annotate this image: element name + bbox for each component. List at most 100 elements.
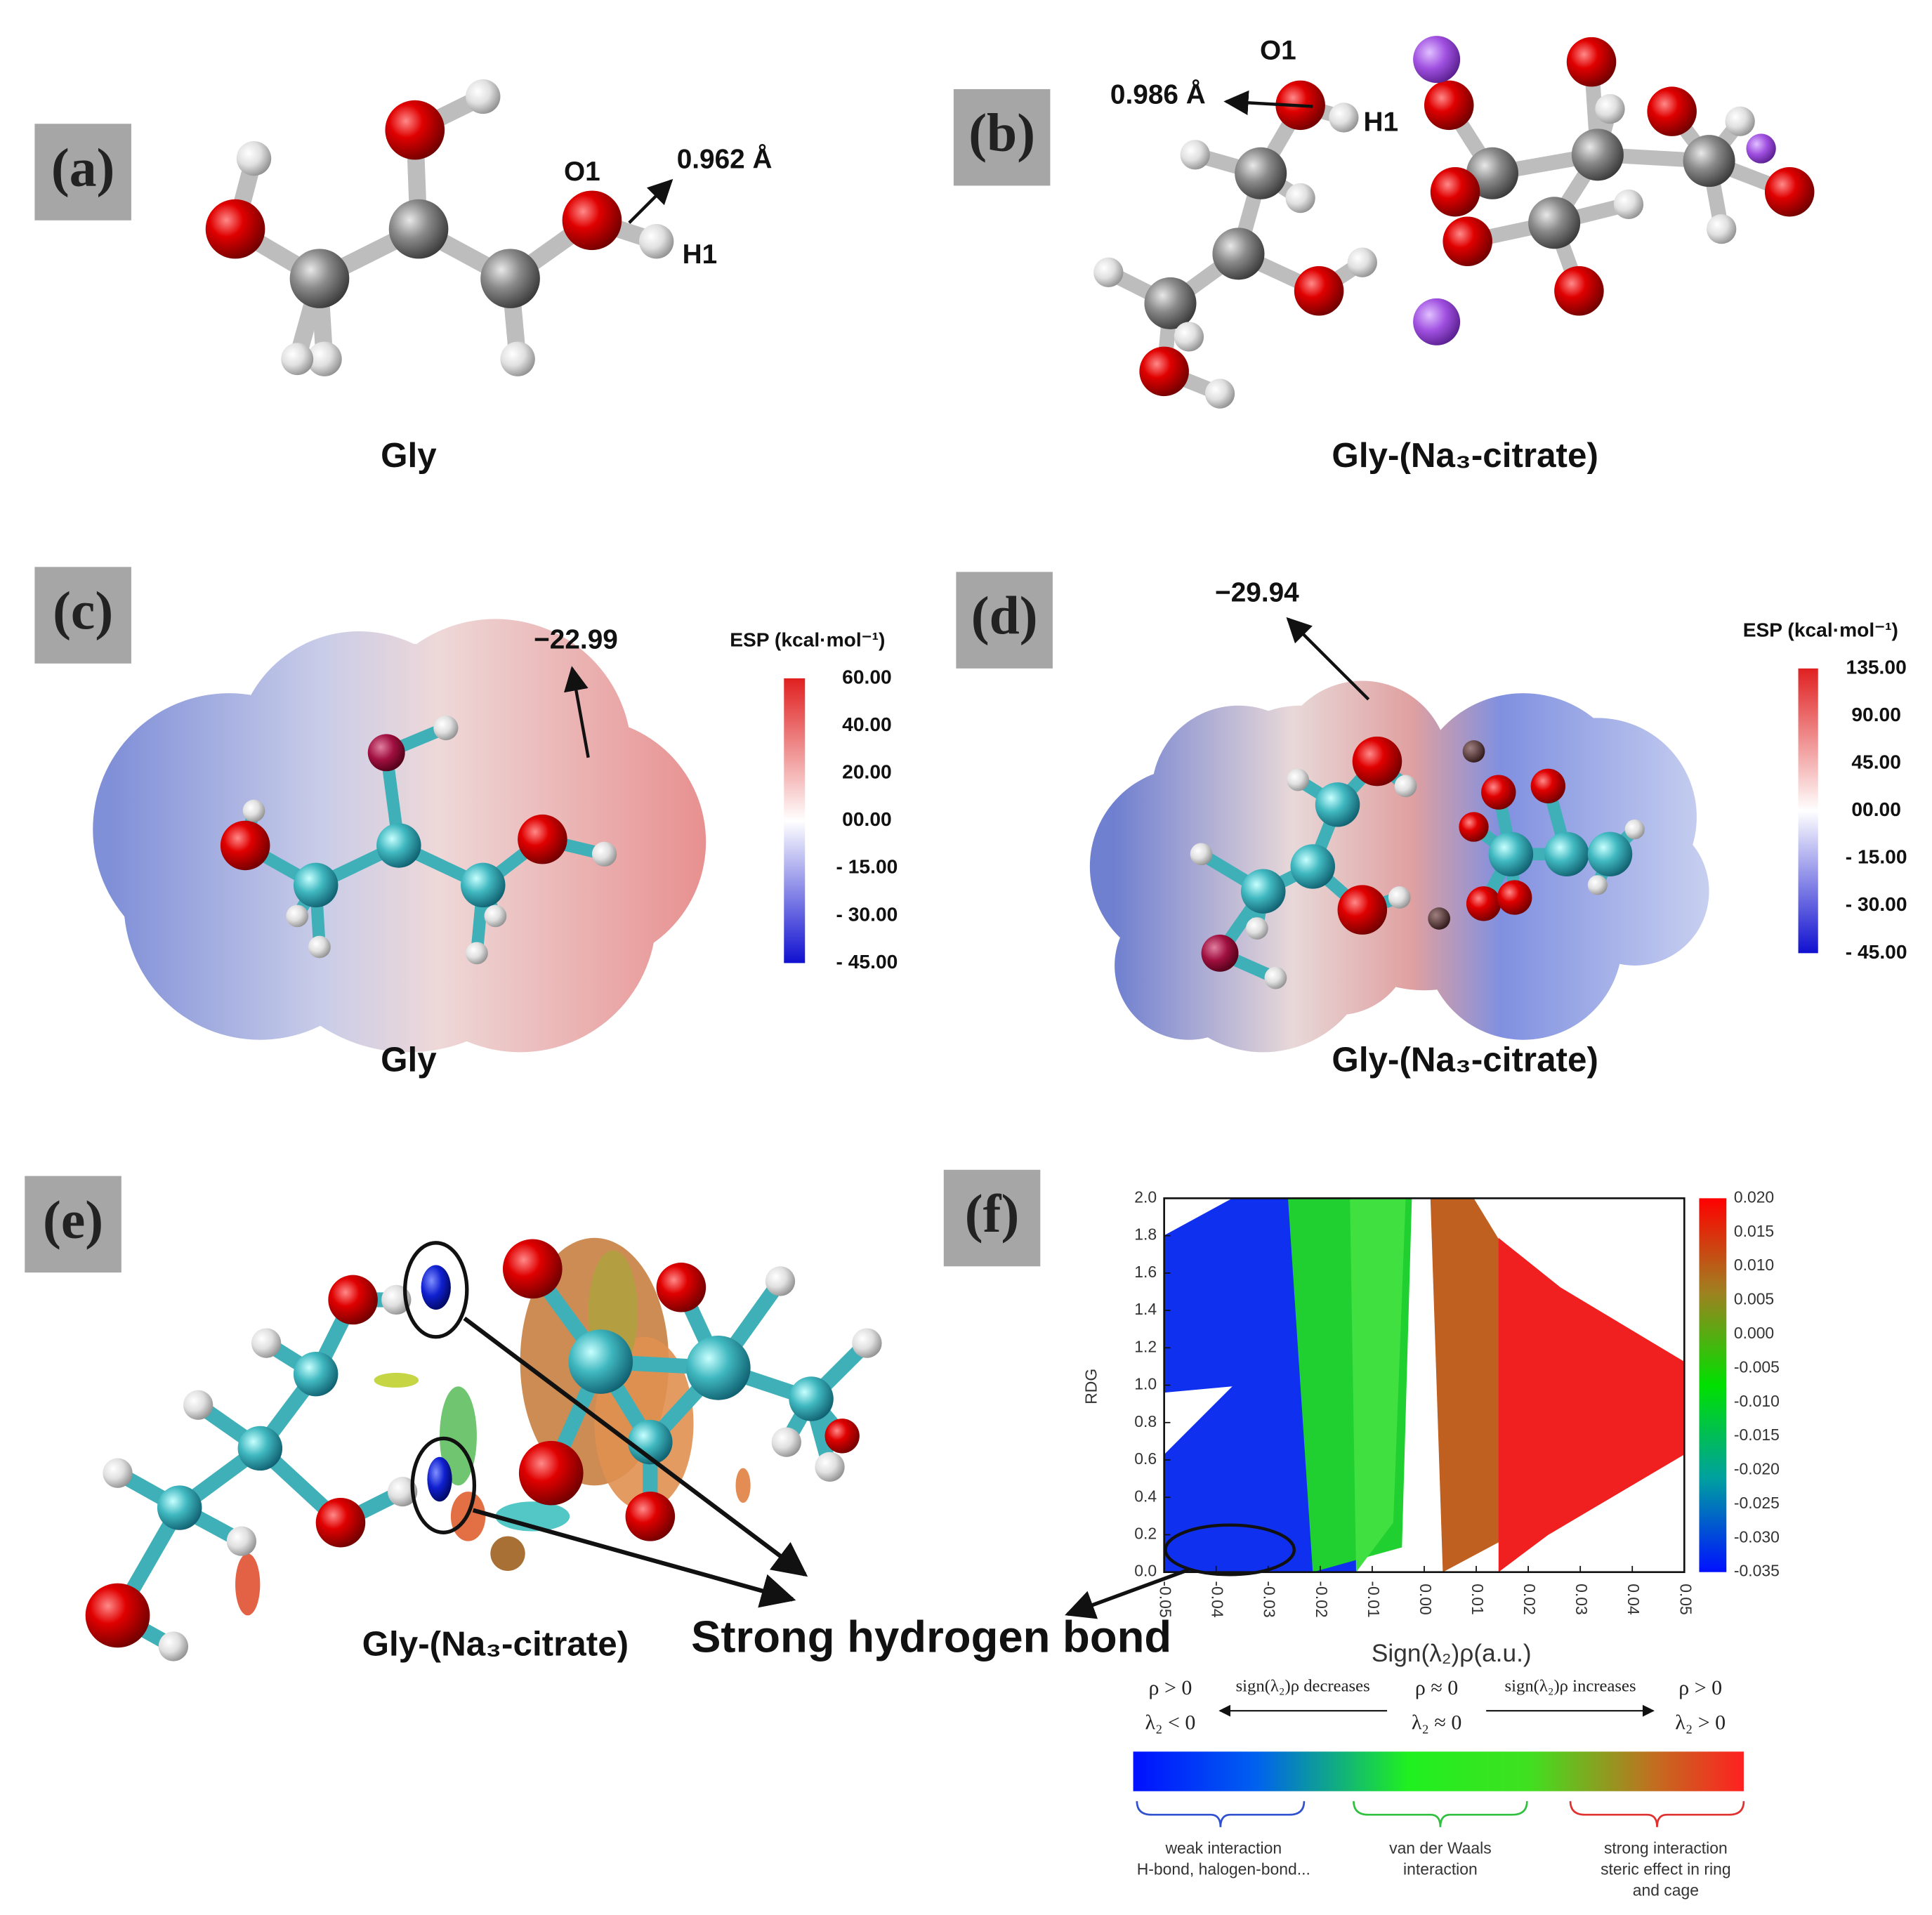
label: sign(λ₂)ρ decreases <box>1236 1676 1370 1695</box>
label: -0.030 <box>1734 1527 1780 1546</box>
panel-label-box <box>25 1176 121 1273</box>
label: 00.00 <box>1851 798 1901 820</box>
label: -0.010 <box>1734 1392 1780 1410</box>
label: -0.02 <box>1313 1581 1331 1617</box>
atom <box>385 100 445 160</box>
label: weak interaction <box>1165 1839 1282 1857</box>
atom <box>500 341 535 376</box>
label: RDG <box>1082 1369 1100 1404</box>
scatter-region <box>1498 1237 1685 1572</box>
atom <box>638 224 674 259</box>
panel-label-box <box>953 88 1051 186</box>
label: (d) <box>971 586 1038 646</box>
arrow <box>1286 617 1370 701</box>
atom <box>625 1492 676 1541</box>
atom <box>1566 37 1617 87</box>
label: (e) <box>43 1190 103 1250</box>
atom <box>1337 885 1388 935</box>
label: 0.015 <box>1734 1222 1774 1240</box>
label: 0.01 <box>1468 1584 1487 1615</box>
atom <box>1466 147 1519 199</box>
atom <box>251 1328 282 1358</box>
isosurface <box>421 1265 451 1310</box>
atom <box>1264 966 1287 989</box>
atom <box>1443 216 1492 266</box>
atom <box>103 1458 133 1488</box>
atom <box>466 942 488 965</box>
label: Gly-(Na₃-citrate) <box>1332 436 1598 475</box>
label: (a) <box>51 138 114 198</box>
atom <box>466 79 501 114</box>
atom <box>1587 875 1608 895</box>
atom <box>1388 886 1411 909</box>
atom <box>518 1440 584 1506</box>
atom <box>1746 133 1776 164</box>
atom <box>315 1497 366 1548</box>
label: 2.0 <box>1134 1187 1157 1206</box>
atom <box>1285 183 1315 213</box>
atom <box>1554 265 1604 316</box>
atom <box>628 1419 673 1465</box>
label: λ₂ < 0 <box>1145 1711 1196 1734</box>
arrow <box>463 1316 808 1577</box>
label: 0.962 Å <box>677 143 773 174</box>
label: −29.94 <box>1215 577 1299 607</box>
label: 0.005 <box>1734 1290 1774 1308</box>
label: (c) <box>53 581 113 641</box>
atom <box>1352 736 1402 787</box>
atom <box>1595 93 1625 124</box>
atom <box>1683 135 1735 187</box>
label: 1.0 <box>1134 1375 1157 1393</box>
atom <box>237 1426 283 1471</box>
atom <box>1235 147 1287 199</box>
atom <box>518 814 567 864</box>
atom <box>771 1427 801 1457</box>
label: ESP (kcal·mol⁻¹) <box>730 629 885 651</box>
atom <box>236 140 272 176</box>
label: 0.0 <box>1134 1562 1157 1580</box>
atom <box>387 1476 418 1507</box>
atom <box>307 341 342 376</box>
label: ρ > 0 <box>1678 1676 1722 1699</box>
atom <box>461 862 506 908</box>
atom <box>1544 831 1589 877</box>
atom <box>1424 80 1474 131</box>
label: 60.00 <box>842 665 892 687</box>
atom <box>1571 129 1624 181</box>
atom <box>1528 197 1581 249</box>
label: 0.04 <box>1624 1584 1643 1615</box>
label: sign(λ₂)ρ increases <box>1505 1676 1636 1695</box>
atom <box>85 1583 150 1648</box>
label: - 45.00 <box>1846 940 1907 963</box>
highlight-ring <box>403 1241 469 1339</box>
label: 40.00 <box>842 713 892 735</box>
label: 90.00 <box>1851 703 1901 725</box>
atom <box>286 904 309 928</box>
label: 0.05 <box>1676 1584 1695 1615</box>
scatter-region <box>1350 1198 1406 1572</box>
atom <box>1725 106 1755 136</box>
atom <box>328 1275 378 1325</box>
label: −22.99 <box>534 624 618 654</box>
label: 0.2 <box>1134 1525 1157 1543</box>
label: -0.015 <box>1734 1426 1780 1444</box>
label: -0.05 <box>1157 1581 1175 1617</box>
highlight-ring <box>410 1436 477 1534</box>
panel-label-box <box>943 1169 1041 1267</box>
colorbar <box>784 678 806 963</box>
atom <box>1394 775 1417 798</box>
atom <box>484 904 507 928</box>
atom <box>765 1266 796 1296</box>
atom <box>1413 36 1461 84</box>
label: -0.03 <box>1261 1581 1279 1617</box>
label: 1.6 <box>1134 1263 1157 1281</box>
label: 0.020 <box>1734 1187 1774 1206</box>
atom <box>281 343 314 376</box>
atom <box>308 935 331 959</box>
colorbar <box>1699 1198 1727 1572</box>
atom <box>568 1329 633 1394</box>
label: 1.8 <box>1134 1225 1157 1244</box>
arrow <box>564 666 590 758</box>
label: 0.02 <box>1520 1584 1539 1615</box>
